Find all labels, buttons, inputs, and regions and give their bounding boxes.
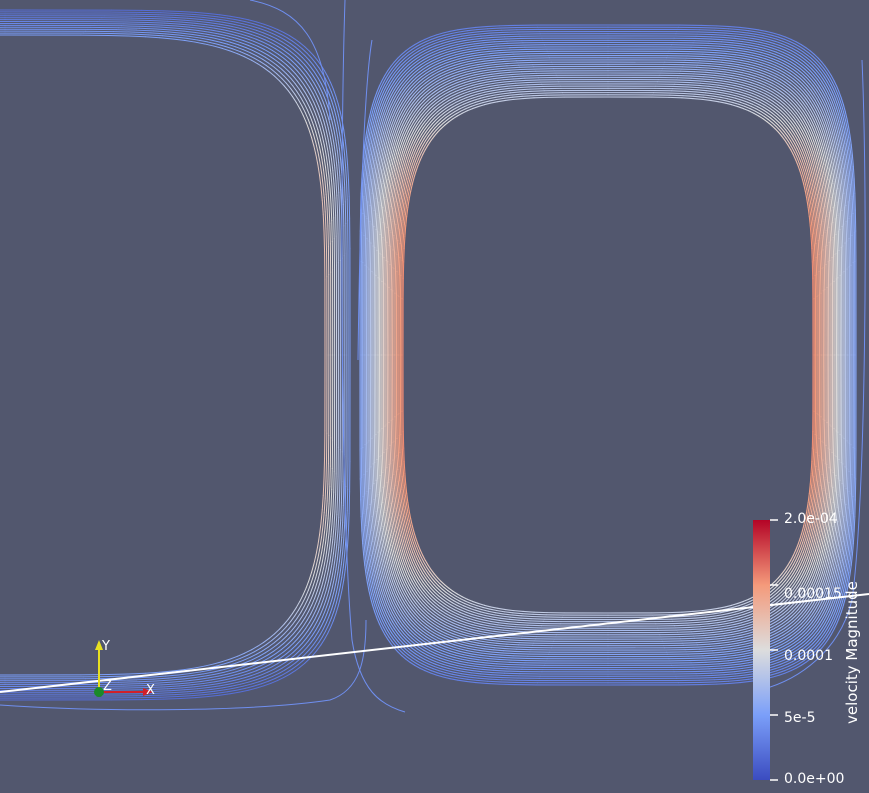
colorbar-tick-label-0-00015: 0.00015 [784,586,842,602]
y-axis-label: Y [101,639,110,654]
colorbar-gradient [753,520,770,780]
colorbar-title: velocity Magnitude [843,581,861,724]
colorbar-tick-label-max: 2.0e-04 [784,511,838,527]
left-vortex-streamlines [0,9,351,701]
right-vortex-streamlines [359,24,857,686]
orientation-axes: Y X Z [94,639,155,698]
x-axis-arrowhead [143,688,153,696]
outer-streamlines [0,0,866,713]
z-axis-label: Z [103,679,112,694]
y-axis-arrowhead [95,640,103,650]
z-axis-dot [94,687,104,697]
colorbar-tick-label-0-0001: 0.0001 [784,648,833,664]
colorbar-ticks [770,519,778,781]
colorbar-tick-label-min: 0.0e+00 [784,771,845,787]
colorbar-tick-label-5e-5: 5e-5 [784,710,816,726]
x-axis-label: X [146,683,155,698]
probe-line [0,593,869,693]
